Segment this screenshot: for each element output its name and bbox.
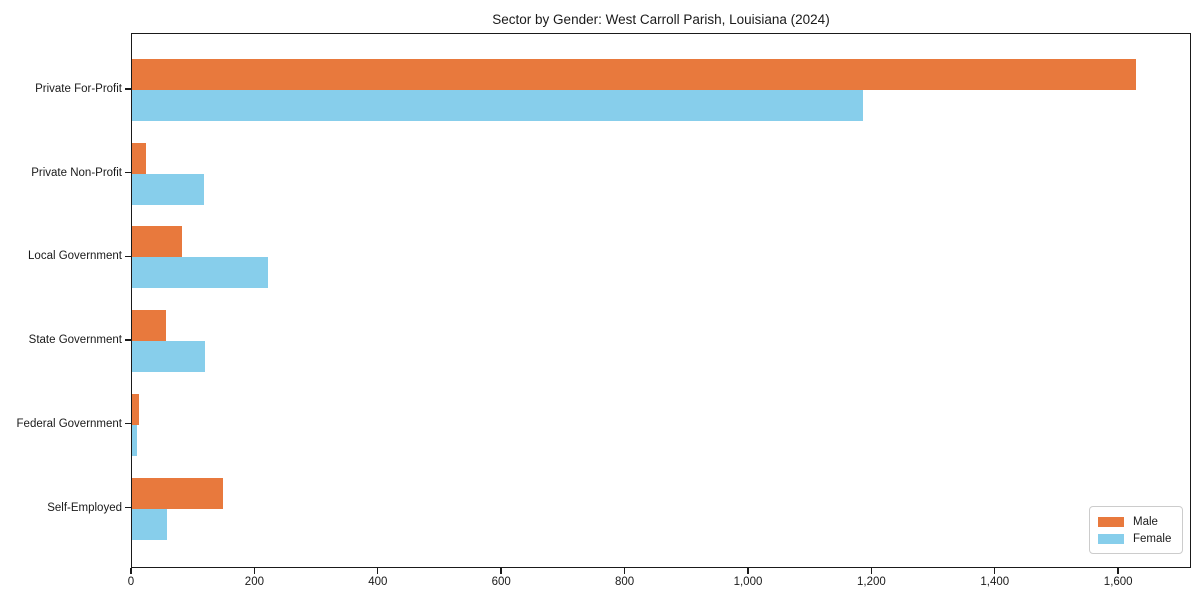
y-tick-label-private-for-profit: Private For-Profit	[35, 83, 122, 95]
bar-female-local-government	[132, 257, 268, 289]
x-tick-label-1600: 1,600	[1103, 576, 1133, 588]
x-tick-mark	[130, 568, 132, 574]
chart-title: Sector by Gender: West Carroll Parish, L…	[492, 12, 830, 27]
legend-item-male: Male	[1098, 513, 1174, 530]
x-tick-mark	[1117, 568, 1119, 574]
y-tick-mark	[125, 339, 131, 341]
bar-male-local-government	[132, 226, 182, 258]
y-tick-mark	[125, 506, 131, 509]
x-tick-mark	[870, 568, 873, 574]
bar-female-private-non-profit	[132, 173, 205, 205]
legend-label-female: Female	[1133, 532, 1172, 545]
bar-male-state-government	[132, 310, 166, 342]
x-tick-label-1000: 1,000	[733, 576, 763, 588]
legend: Male Female	[1089, 506, 1183, 554]
bar-female-private-for-profit	[132, 90, 863, 121]
bar-male-federal-government	[132, 393, 139, 425]
x-tick-label-200: 200	[244, 576, 264, 588]
female-series-swatch	[1098, 533, 1124, 544]
x-tick-mark	[377, 568, 379, 574]
x-tick-mark	[747, 568, 749, 574]
y-tick-label-federal-government: Federal Government	[16, 417, 122, 430]
y-tick-label-local-government: Local Government	[28, 250, 122, 263]
bar-male-self-employed	[132, 477, 224, 509]
legend-item-female: Female	[1098, 530, 1174, 547]
x-tick-mark	[994, 568, 996, 574]
bar-female-state-government	[132, 341, 205, 373]
x-tick-label-800: 800	[615, 576, 635, 588]
x-tick-mark	[500, 568, 502, 574]
y-tick-mark	[125, 172, 131, 174]
y-tick-mark	[125, 423, 131, 425]
bar-female-self-employed	[132, 508, 168, 540]
bar-male-private-for-profit	[132, 59, 1136, 90]
bar-female-federal-government	[132, 424, 137, 456]
x-tick-label-600: 600	[491, 576, 511, 588]
y-tick-label-private-non-profit: Private Non-Profit	[31, 166, 122, 179]
x-tick-mark	[623, 568, 626, 574]
x-tick-label-400: 400	[368, 576, 388, 588]
y-tick-mark	[125, 255, 131, 258]
legend-label-male: Male	[1133, 515, 1158, 528]
plot-area	[131, 33, 1191, 568]
x-tick-label-1400: 1,400	[980, 576, 1010, 588]
y-tick-label-state-government: State Government	[28, 334, 122, 347]
male-series-swatch	[1098, 516, 1124, 527]
bar-male-private-non-profit	[132, 142, 147, 174]
x-tick-mark	[253, 568, 256, 574]
y-tick-mark	[125, 88, 131, 90]
y-tick-label-self-employed: Self-Employed	[47, 501, 122, 514]
x-tick-label-1200: 1,200	[857, 576, 886, 588]
x-tick-label-0: 0	[127, 576, 135, 588]
